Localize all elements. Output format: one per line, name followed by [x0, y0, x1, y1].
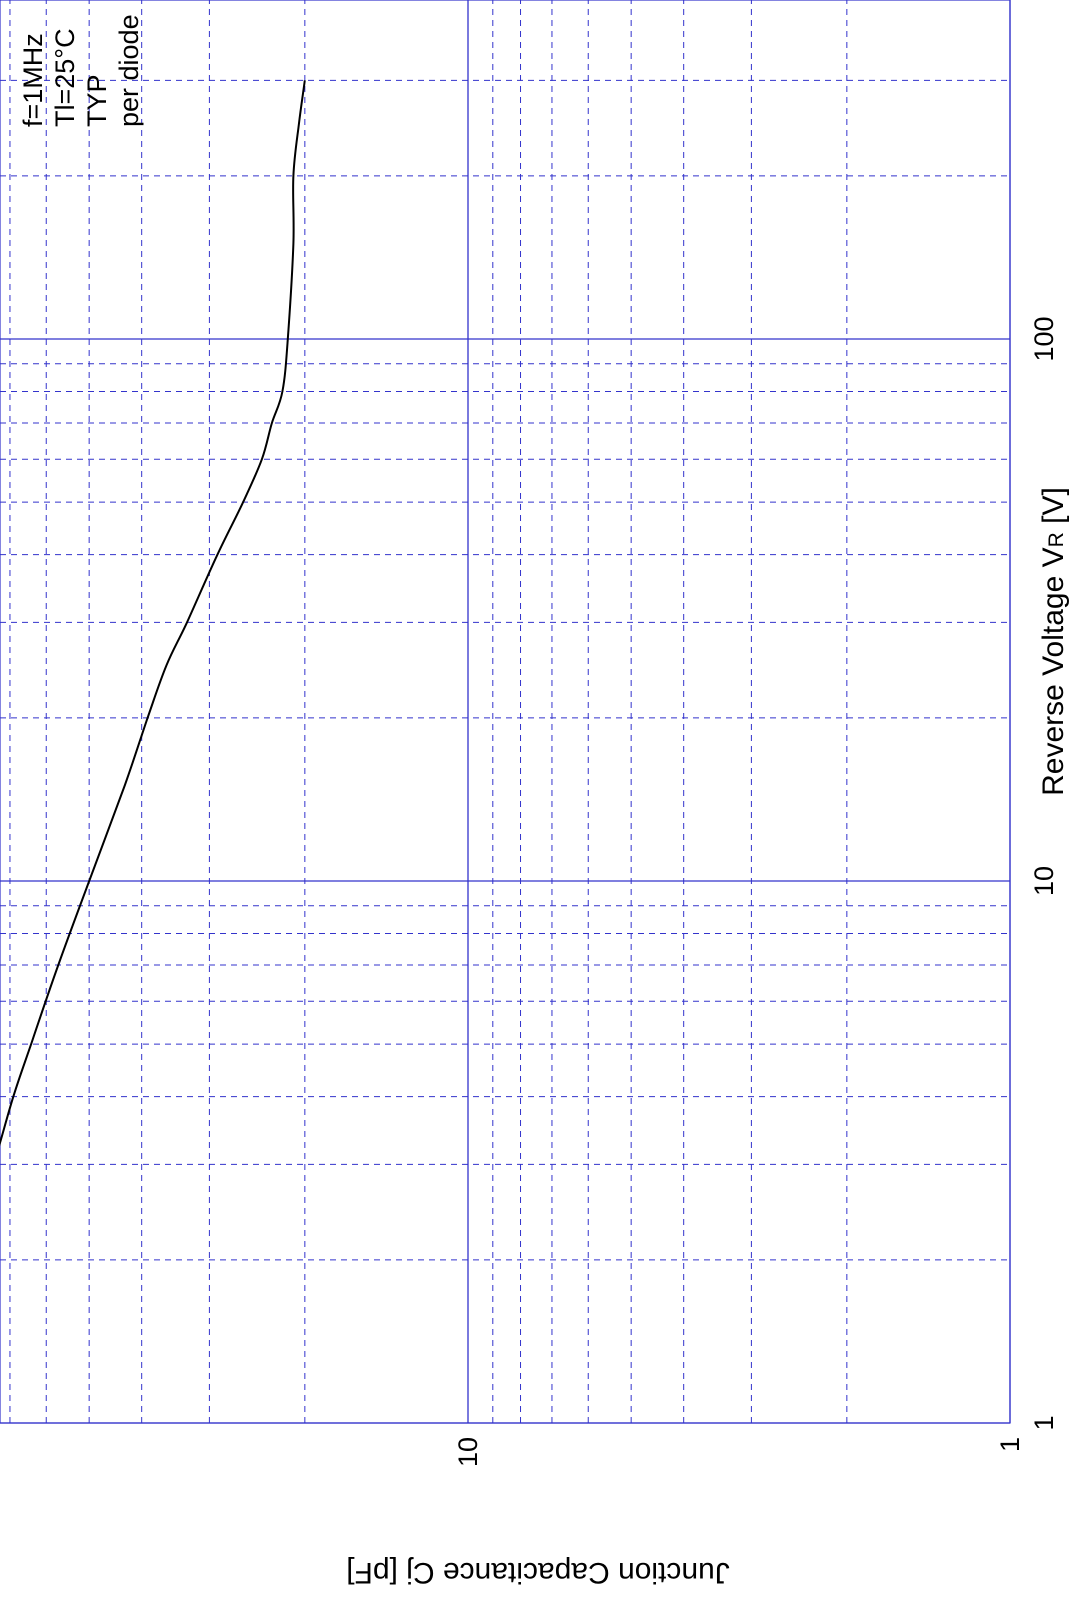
annotation-line: TYP — [82, 74, 112, 127]
y-axis-label: Junction Capacitance Cj [pF] — [346, 1556, 730, 1589]
annotation-line: per diode — [114, 14, 144, 127]
plot-frame — [0, 0, 1011, 1424]
conditions-annotation: f=1MHz Tl=25°C TYP per diode — [18, 14, 144, 127]
chart-rotated-group: 1 10 100 1 10 100 Reverse Voltage VR [V] f=1… — [0, 0, 1070, 1467]
annotation-line: f=1MHz — [18, 33, 48, 127]
x-tick-label: 1 — [1029, 1415, 1059, 1430]
annotation-line: Tl=25°C — [50, 28, 80, 127]
minor-grid — [0, 0, 1010, 1423]
y-tick-label: 10 — [453, 1437, 483, 1467]
x-tick-label: 10 — [1029, 866, 1059, 896]
series-line-capacitance — [0, 80, 306, 1424]
x-tick-labels: 1 10 100 — [1029, 316, 1059, 1430]
x-axis-label: Reverse Voltage VR [V] — [1037, 487, 1070, 796]
x-tick-label: 100 — [1029, 316, 1059, 361]
y-tick-label: 1 — [995, 1437, 1025, 1452]
major-grid — [0, 0, 1011, 1424]
